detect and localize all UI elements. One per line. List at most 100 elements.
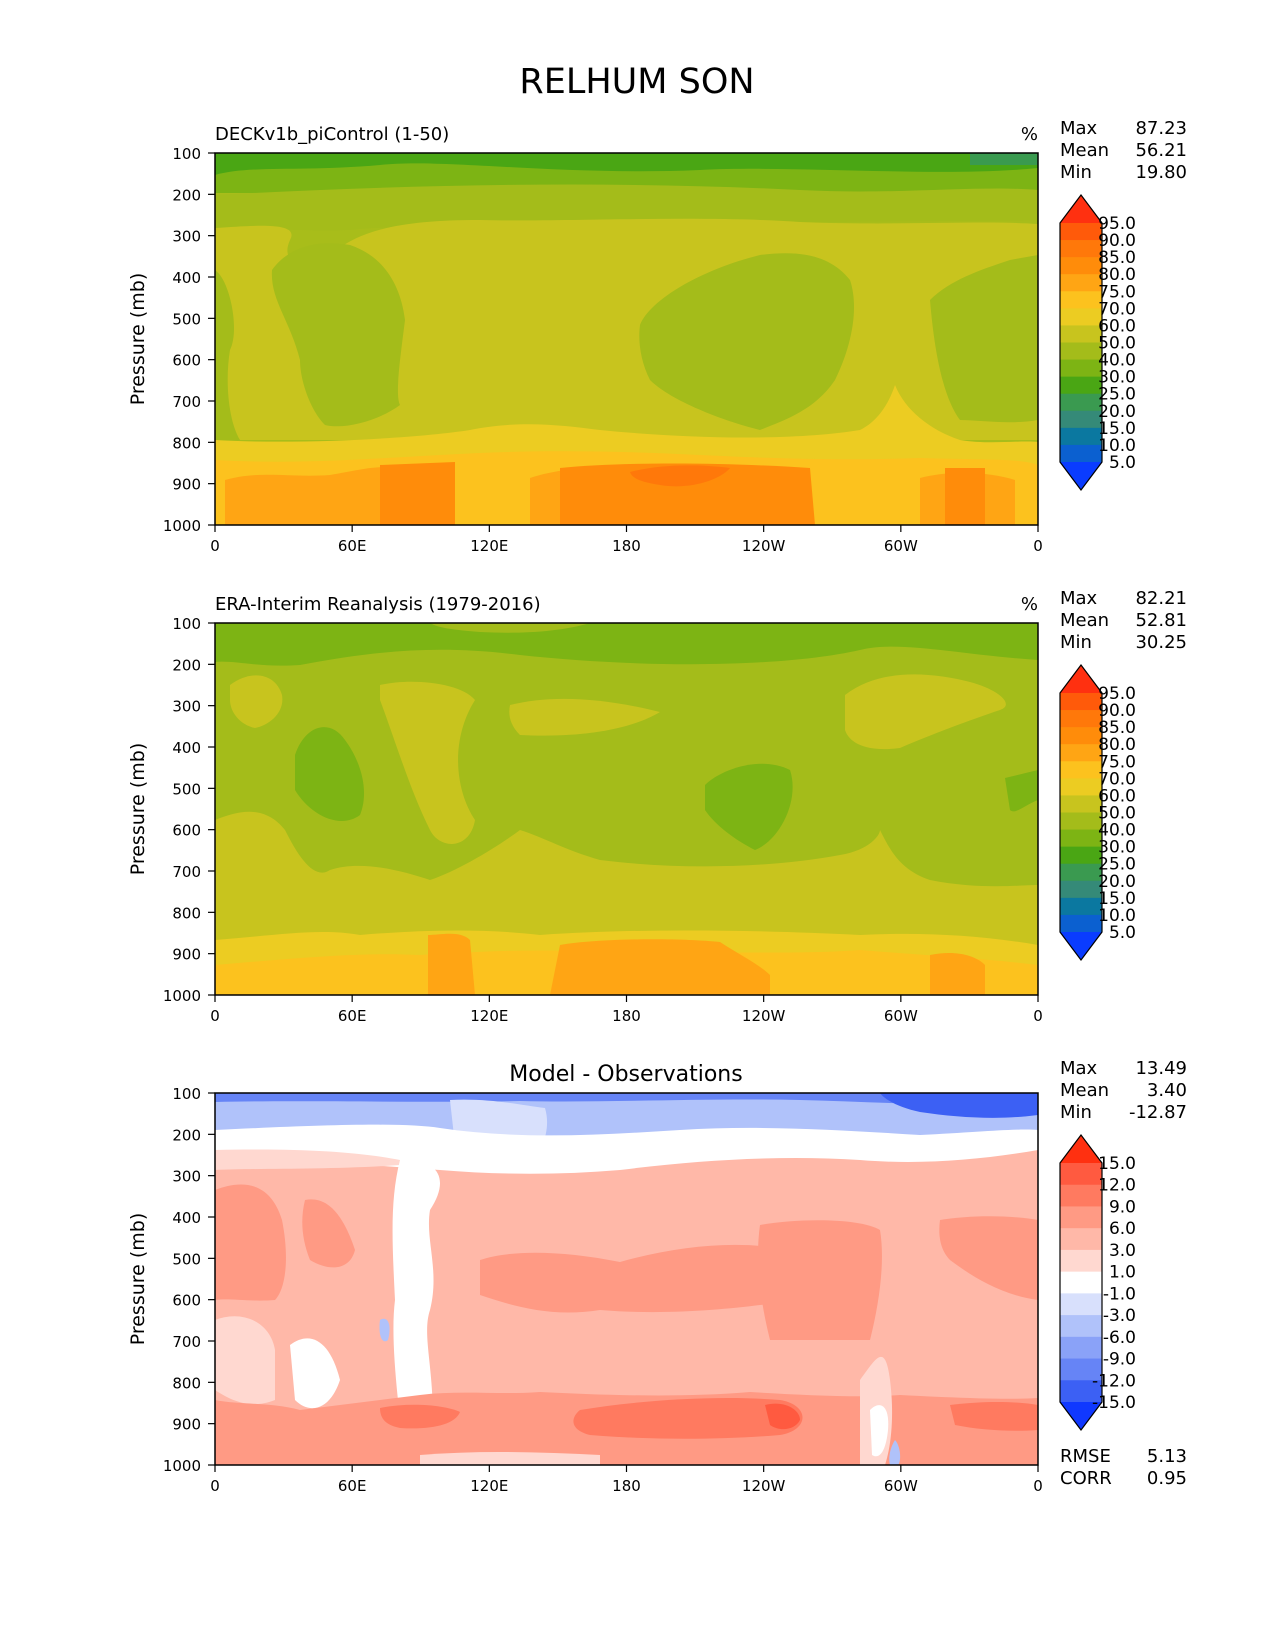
- y-axis-diff: 100 200 300 400 500 600 700 800 900 1000: [163, 1085, 215, 1475]
- colorbar-segment: [1060, 223, 1102, 241]
- stat-label-mean-diff: Mean: [1060, 1080, 1109, 1101]
- stat-label-max-obs: Max: [1060, 588, 1098, 609]
- y-tick-label: 1000: [163, 517, 201, 535]
- y-tick-label: 500: [172, 310, 201, 328]
- colorbar-segment: [1060, 1228, 1102, 1251]
- colorbar-segment: [1060, 274, 1102, 292]
- stat-label-mean-obs: Mean: [1060, 610, 1109, 631]
- colorbar-label: 80.0: [1098, 735, 1136, 755]
- colorbar-segment: [1060, 257, 1102, 275]
- colorbar-label: 12.0: [1098, 1176, 1136, 1196]
- colorbar-label: 9.0: [1109, 1197, 1136, 1217]
- y-tick-label: 300: [172, 698, 201, 716]
- y-tick-label: 600: [172, 822, 201, 840]
- colorbar-label: 80.0: [1098, 265, 1136, 285]
- ylabel-model: Pressure (mb): [127, 273, 149, 406]
- y-tick-label: 700: [172, 1333, 201, 1351]
- colorbar-segment: [1060, 1163, 1102, 1186]
- plot-area-model: [215, 153, 1038, 525]
- colorbar-segment: [1060, 240, 1102, 258]
- colorbar-segment: [1060, 410, 1102, 429]
- colorbar-label: 15.0: [1098, 419, 1136, 439]
- x-tick-label: 120W: [742, 1477, 786, 1495]
- x-tick-label: 60E: [338, 1477, 367, 1495]
- colorbar-segment: [1060, 693, 1102, 711]
- stat-value-max-model: 87.23: [1135, 118, 1187, 139]
- colorbar-segment: [1060, 393, 1102, 412]
- y-tick-label: 500: [172, 780, 201, 798]
- colorbar-segment: [1060, 427, 1102, 446]
- colorbar-label: 25.0: [1098, 385, 1136, 405]
- x-tick-label: 60W: [884, 537, 918, 555]
- colorbar-extend-top: [1060, 1135, 1102, 1163]
- colorbar-label: 50.0: [1098, 804, 1136, 824]
- colorbar-segment: [1060, 761, 1102, 779]
- x-tick-label: 120E: [470, 1007, 508, 1025]
- colorbar-label: 95.0: [1098, 684, 1136, 704]
- colorbar-label: 10.0: [1098, 906, 1136, 926]
- colorbar-segment: [1060, 1206, 1102, 1229]
- y-tick-label: 100: [172, 615, 201, 633]
- colorbar-segment: [1060, 727, 1102, 745]
- colorbar-label: 5.0: [1109, 923, 1136, 943]
- x-tick-label: 180: [612, 1007, 641, 1025]
- colorbar-outline: [1059, 194, 1103, 491]
- colorbar-label: 20.0: [1098, 872, 1136, 892]
- colorbar-outline: [1059, 1134, 1103, 1431]
- colorbar-segment: [1060, 1184, 1102, 1207]
- colorbar-label: 85.0: [1098, 718, 1136, 738]
- x-tick-label: 120W: [742, 537, 786, 555]
- colorbar-label: 50.0: [1098, 334, 1136, 354]
- colorbar-segment: [1060, 1358, 1102, 1381]
- y-tick-label: 100: [172, 145, 201, 163]
- colorbar-segment: [1060, 846, 1102, 865]
- stat-value-min-model: 19.80: [1135, 162, 1187, 183]
- stat-label-max-diff: Max: [1060, 1058, 1098, 1079]
- colorbar-label: -6.0: [1103, 1328, 1136, 1348]
- panel-title-obs: ERA-Interim Reanalysis (1979-2016): [215, 594, 541, 615]
- y-tick-label: 300: [172, 228, 201, 246]
- y-tick-label: 200: [172, 186, 201, 204]
- colorbar-segment: [1060, 880, 1102, 899]
- colorbar-label: 90.0: [1098, 231, 1136, 251]
- colorbar-extend-bottom: [1060, 932, 1102, 960]
- x-axis-obs: 0 60E 120E 180 120W 60W 0: [210, 995, 1043, 1025]
- y-tick-label: 300: [172, 1168, 201, 1186]
- x-tick-label: 60W: [884, 1477, 918, 1495]
- colorbar-label: 40.0: [1098, 351, 1136, 371]
- x-axis-model: 0 60E 120E 180 120W 60W 0: [210, 525, 1043, 555]
- colorbar-label: 40.0: [1098, 821, 1136, 841]
- y-tick-label: 200: [172, 1126, 201, 1144]
- colorbar-segment: [1060, 308, 1102, 326]
- figure-title: RELHUM SON: [519, 62, 754, 102]
- colorbar-segment: [1060, 744, 1102, 762]
- colorbar-model: 95.090.085.080.075.070.060.050.040.030.0…: [1059, 194, 1136, 491]
- y-tick-label: 700: [172, 393, 201, 411]
- y-tick-label: 900: [172, 476, 201, 494]
- colorbar-diff: 15.012.09.06.03.01.0-1.0-3.0-6.0-9.0-12.…: [1059, 1134, 1136, 1431]
- units-model: %: [1021, 124, 1038, 145]
- stat-label-min-model: Min: [1060, 162, 1092, 183]
- colorbar-segment: [1060, 863, 1102, 882]
- colorbar-extend-top: [1060, 665, 1102, 693]
- stat-label-rmse: RMSE: [1060, 1446, 1111, 1467]
- x-tick-label: 0: [1033, 537, 1043, 555]
- y-tick-label: 1000: [163, 1457, 201, 1475]
- colorbar-segment: [1060, 1271, 1102, 1294]
- colorbar-segment: [1060, 376, 1102, 395]
- colorbar-label: -1.0: [1103, 1284, 1136, 1304]
- colorbar-segment: [1060, 778, 1102, 796]
- colorbar-outline: [1059, 664, 1103, 961]
- colorbar-extend-bottom: [1060, 1402, 1102, 1430]
- x-tick-label: 0: [1033, 1477, 1043, 1495]
- y-tick-label: 900: [172, 1416, 201, 1434]
- colorbar-label: -9.0: [1103, 1350, 1136, 1370]
- y-tick-label: 900: [172, 946, 201, 964]
- stat-label-min-diff: Min: [1060, 1102, 1092, 1123]
- stat-value-max-obs: 82.21: [1135, 588, 1187, 609]
- colorbar-segment: [1060, 1315, 1102, 1338]
- colorbar-segment: [1060, 444, 1102, 463]
- stat-label-min-obs: Min: [1060, 632, 1092, 653]
- colorbar-label: 15.0: [1098, 889, 1136, 909]
- colorbar-segment: [1060, 1336, 1102, 1360]
